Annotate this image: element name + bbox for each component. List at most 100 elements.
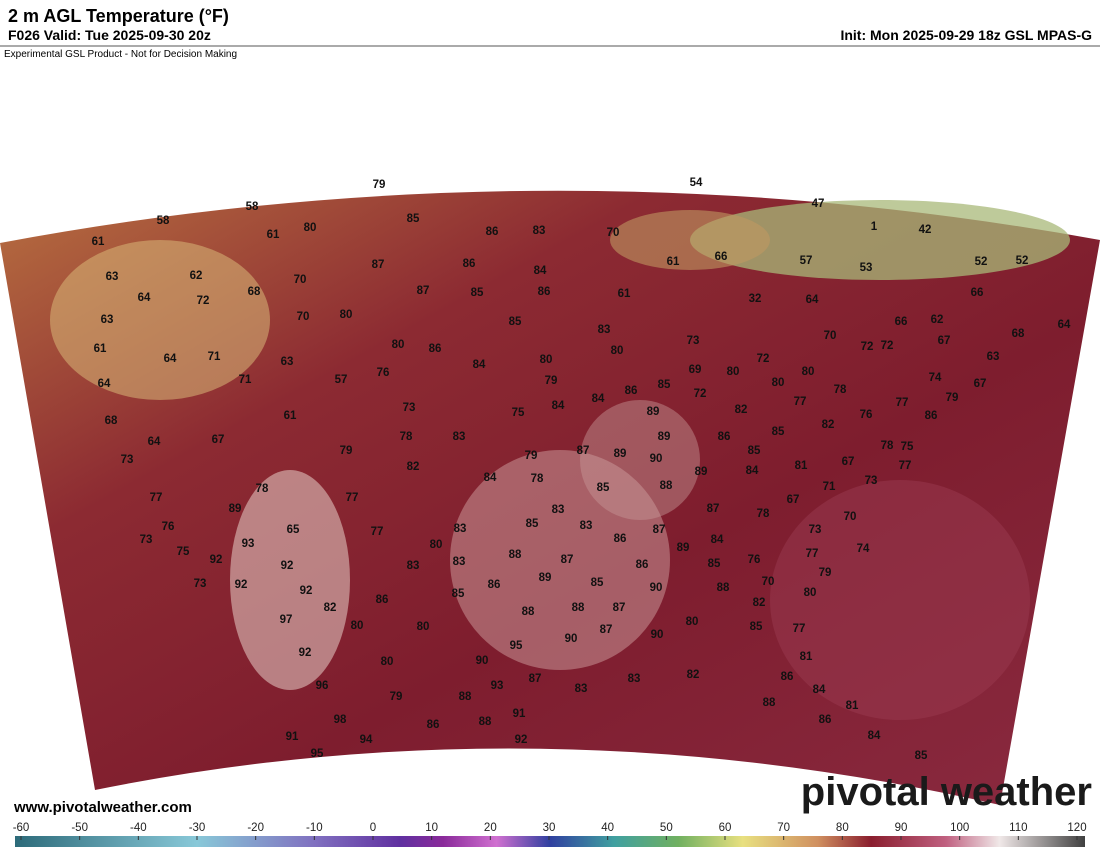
temperature-label: 88 <box>522 606 535 618</box>
temperature-label: 32 <box>749 293 762 305</box>
temperature-label: 62 <box>931 314 944 326</box>
temperature-label: 76 <box>748 554 761 566</box>
temperature-label: 86 <box>819 714 832 726</box>
temperature-label: 95 <box>510 640 523 652</box>
temperature-label: 86 <box>488 579 501 591</box>
temperature-label: 85 <box>526 518 539 530</box>
temperature-label: 70 <box>844 511 857 523</box>
colorbar-tick-label: -50 <box>71 822 88 834</box>
temperature-label: 89 <box>658 431 671 443</box>
temperature-label: 92 <box>281 560 294 572</box>
temperature-label: 62 <box>190 270 203 282</box>
temperature-label: 79 <box>819 567 832 579</box>
temperature-label: 52 <box>975 256 988 268</box>
temperature-label: 61 <box>92 236 105 248</box>
temperature-label: 71 <box>208 351 221 363</box>
temperature-label: 80 <box>686 616 699 628</box>
temperature-label: 52 <box>1016 255 1029 267</box>
temperature-label: 86 <box>925 410 938 422</box>
temperature-label: 84 <box>592 393 605 405</box>
temperature-label: 92 <box>299 647 312 659</box>
temperature-label: 79 <box>946 392 959 404</box>
colorbar-tick-label: 10 <box>425 822 438 834</box>
temperature-label: 75 <box>901 441 914 453</box>
temperature-label: 83 <box>598 324 611 336</box>
temperature-label: 63 <box>101 314 114 326</box>
temperature-label: 87 <box>600 624 613 636</box>
colorbar-tick-label: 60 <box>719 822 732 834</box>
temperature-label: 82 <box>735 404 748 416</box>
temperature-label: 42 <box>919 224 932 236</box>
temperature-label: 85 <box>597 482 610 494</box>
temperature-label: 87 <box>613 602 626 614</box>
temperature-label: 89 <box>614 448 627 460</box>
colorbar-tick-label: 50 <box>660 822 673 834</box>
header-band <box>0 0 1100 46</box>
temperature-label: 91 <box>513 708 526 720</box>
temperature-label: 86 <box>781 671 794 683</box>
temperature-label: 69 <box>689 364 702 376</box>
temperature-label: 61 <box>618 288 631 300</box>
temperature-label: 82 <box>324 602 337 614</box>
temperature-label: 89 <box>695 466 708 478</box>
temperature-label: 86 <box>376 594 389 606</box>
temperature-label: 82 <box>753 597 766 609</box>
temperature-label: 80 <box>340 309 353 321</box>
temperature-label: 77 <box>806 548 819 560</box>
temperature-label: 88 <box>717 582 730 594</box>
temperature-label: 92 <box>235 579 248 591</box>
temperature-label: 98 <box>334 714 347 726</box>
ocean-area <box>770 480 1030 720</box>
temperature-label: 85 <box>471 287 484 299</box>
temperature-label: 86 <box>718 431 731 443</box>
colorbar-tick-label: -10 <box>306 822 323 834</box>
temperature-label: 57 <box>800 255 813 267</box>
temperature-label: 84 <box>711 534 724 546</box>
temperature-label: 58 <box>246 201 259 213</box>
temperature-label: 85 <box>452 588 465 600</box>
temperature-label: 92 <box>300 585 313 597</box>
temperature-label: 73 <box>865 475 878 487</box>
temperature-label: 88 <box>509 549 522 561</box>
temperature-label: 71 <box>823 481 836 493</box>
temperature-label: 79 <box>373 179 386 191</box>
temperature-label: 58 <box>157 215 170 227</box>
temperature-label: 93 <box>242 538 255 550</box>
temperature-label: 84 <box>552 400 565 412</box>
temperature-label: 87 <box>561 554 574 566</box>
warm-area <box>580 400 700 520</box>
temperature-label: 87 <box>417 285 430 297</box>
temperature-label: 64 <box>806 294 819 306</box>
colorbar-tick-label: -30 <box>189 822 206 834</box>
temperature-label: 78 <box>881 440 894 452</box>
temperature-label: 80 <box>381 656 394 668</box>
temperature-label: 81 <box>795 460 808 472</box>
temperature-label: 86 <box>614 533 627 545</box>
temperature-label: 78 <box>757 508 770 520</box>
temperature-label: 80 <box>430 539 443 551</box>
temperature-label: 89 <box>647 406 660 418</box>
temperature-label: 72 <box>694 388 707 400</box>
temperature-label: 85 <box>708 558 721 570</box>
temperature-label: 83 <box>407 560 420 572</box>
temperature-label: 72 <box>757 353 770 365</box>
temperature-label: 87 <box>577 445 590 457</box>
temperature-label: 83 <box>552 504 565 516</box>
temperature-label: 72 <box>197 295 210 307</box>
temperature-label: 80 <box>611 345 624 357</box>
temperature-label: 86 <box>429 343 442 355</box>
temperature-label: 67 <box>974 378 987 390</box>
colorbar-tick-label: 40 <box>601 822 614 834</box>
temperature-label: 85 <box>748 445 761 457</box>
temperature-label: 90 <box>476 655 489 667</box>
temperature-label: 83 <box>580 520 593 532</box>
temperature-label: 73 <box>194 578 207 590</box>
temperature-label: 63 <box>987 351 1000 363</box>
temperature-label: 79 <box>545 375 558 387</box>
temperature-label: 82 <box>822 419 835 431</box>
temperature-label: 85 <box>750 621 763 633</box>
website: www.pivotalweather.com <box>13 799 192 816</box>
temperature-label: 82 <box>687 669 700 681</box>
temperature-label: 85 <box>915 750 928 762</box>
